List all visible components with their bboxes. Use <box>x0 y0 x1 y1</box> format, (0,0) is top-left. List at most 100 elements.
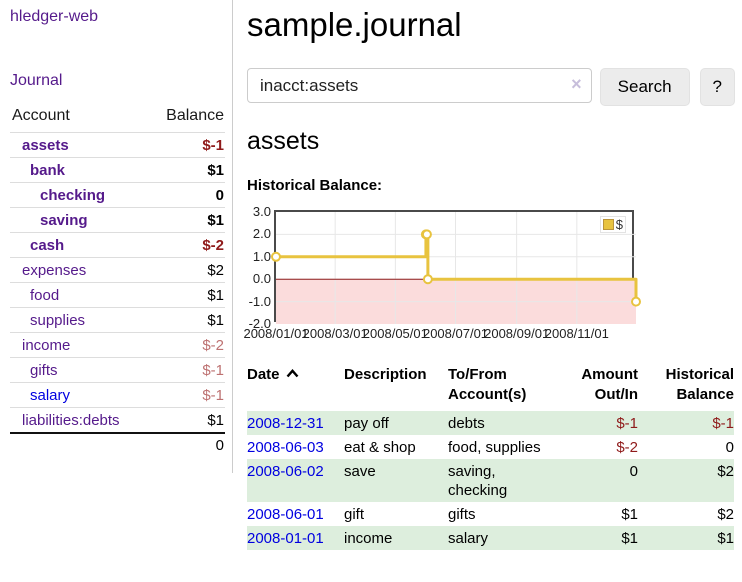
search-form: × Search ? <box>247 68 735 106</box>
account-row: checking 0 <box>10 182 225 208</box>
sidebar-account-link-supplies[interactable]: supplies <box>30 312 86 329</box>
app-title-link[interactable]: hledger-web <box>10 8 99 25</box>
sort-ascending-icon <box>286 368 298 378</box>
sidebar-account-link-assets[interactable]: assets <box>22 137 69 154</box>
account-balance: $-1 <box>148 132 225 158</box>
transaction-date-link[interactable]: 2008-06-01 <box>247 506 324 523</box>
transaction-date-link[interactable]: 2008-06-02 <box>247 463 324 480</box>
chart-y-tick-label: -2.0 <box>248 316 271 331</box>
account-heading: assets <box>247 127 320 155</box>
sidebar-account-link-expenses[interactable]: expenses <box>22 262 87 279</box>
sidebar-account-link-bank[interactable]: bank <box>30 162 66 179</box>
register-header-row: Date Description To/From Account(s) Amou… <box>247 365 734 411</box>
account-row: gifts $-1 <box>10 357 225 383</box>
historical-balance-chart: 3.0 2.0 1.0 0.0 -1.0 -2.0 $ 2008/01/01 2008/03… <box>243 203 735 343</box>
transaction-balance: 0 <box>725 439 734 456</box>
help-button[interactable]: ? <box>699 68 735 106</box>
sidebar: hledger-web Journal Account Balance asse… <box>0 0 233 473</box>
transaction-accounts: saving, checking <box>448 463 508 499</box>
main-content: sample.journal × Search ? assets Histori… <box>233 0 742 550</box>
sidebar-account-link-cash[interactable]: cash <box>30 237 65 254</box>
clear-search-icon[interactable]: × <box>571 74 582 94</box>
account-row: liabilities:debts $1 <box>10 407 225 434</box>
chart-y-tick-label: 1.0 <box>252 248 271 264</box>
chart-x-tick-label: 2008/07/01 <box>422 326 489 341</box>
transaction-balance: $2 <box>717 463 734 480</box>
sidebar-account-link-salary[interactable]: salary <box>30 387 71 404</box>
sidebar-account-link-saving[interactable]: saving <box>40 212 88 229</box>
accounts-col-balance: Balance <box>148 107 225 133</box>
account-balance: $1 <box>148 307 225 333</box>
account-balance: $-2 <box>148 232 225 258</box>
chart-y-tick-label: 3.0 <box>252 204 271 219</box>
accounts-total-row: 0 <box>10 432 225 457</box>
transaction-balance: $1 <box>717 530 734 547</box>
transaction-accounts: salary <box>448 530 489 547</box>
register-row: 2008-06-02 save saving, checking 0 $2 <box>247 459 734 502</box>
chart-x-tick-label: 2008/09/01 <box>484 326 550 341</box>
register-row: 2008-12-31 pay off debts $-1 $-1 <box>247 411 734 435</box>
accounts-total-value: 0 <box>148 432 225 457</box>
accounts-table: Account Balance assets $-1 bank $1 checking 0… <box>10 107 225 457</box>
account-row: assets $-1 <box>10 132 225 158</box>
sidebar-account-link-gifts[interactable]: gifts <box>30 362 58 379</box>
account-balance: $1 <box>148 207 225 233</box>
chart-y-tick-label: 2.0 <box>252 226 271 242</box>
register-row: 2008-06-01 gift gifts $1 $2 <box>247 502 734 526</box>
transaction-date-link[interactable]: 2008-01-01 <box>247 530 324 547</box>
sidebar-account-link-checking[interactable]: checking <box>40 187 106 204</box>
transaction-date-link[interactable]: 2008-12-31 <box>247 415 324 432</box>
chart-y-tick-label: -1.0 <box>248 293 271 309</box>
sidebar-account-link-food[interactable]: food <box>30 287 60 304</box>
accounts-col-account: Account <box>10 107 149 133</box>
chart-x-tick-label: 2008/01/01 <box>243 326 309 341</box>
sidebar-item-journal[interactable]: Journal <box>10 72 63 89</box>
account-row: expenses $2 <box>10 257 225 283</box>
legend-swatch <box>602 219 614 230</box>
register-col-date[interactable]: Date <box>247 365 344 411</box>
chart-plot: $ <box>271 210 641 324</box>
transaction-amount: $1 <box>621 530 638 547</box>
account-balance: $1 <box>148 407 225 434</box>
account-row: salary $-1 <box>10 382 225 408</box>
account-row: supplies $1 <box>10 307 225 333</box>
register-col-accounts: To/From Account(s) <box>448 366 527 403</box>
account-balance: $-2 <box>148 332 225 358</box>
transaction-description: save <box>344 463 376 480</box>
accounts-table-body: assets $-1 bank $1 checking 0 saving $1 cash $-2 e… <box>10 132 225 434</box>
register-col-description: Description <box>344 366 427 383</box>
account-row: food $1 <box>10 282 225 308</box>
sidebar-account-link-income[interactable]: income <box>22 337 71 354</box>
transaction-accounts: gifts <box>448 506 476 523</box>
chart-x-tick-label: 2008/11/01 <box>544 326 609 341</box>
chart-legend: $ <box>599 216 626 233</box>
search-input[interactable] <box>247 68 592 103</box>
app: hledger-web Journal Account Balance asse… <box>0 0 742 550</box>
account-row: saving $1 <box>10 207 225 233</box>
chart-heading: Historical Balance: <box>247 177 383 194</box>
sidebar-account-link-liabilities-debts[interactable]: liabilities:debts <box>22 412 120 429</box>
legend-label: $ <box>615 217 623 232</box>
transaction-balance: $-1 <box>712 415 734 432</box>
transaction-amount: $1 <box>621 506 638 523</box>
transaction-description: income <box>344 530 393 547</box>
account-row: income $-2 <box>10 332 225 358</box>
transaction-accounts: food, supplies <box>448 439 541 456</box>
account-balance: $-1 <box>148 382 225 408</box>
register-row: 2008-01-01 income salary $1 $1 <box>247 526 734 550</box>
account-balance: 0 <box>148 182 225 208</box>
transaction-description: eat & shop <box>344 439 416 456</box>
search-button[interactable]: Search <box>599 68 690 106</box>
transaction-date-link[interactable]: 2008-06-03 <box>247 439 324 456</box>
transaction-accounts: debts <box>448 415 485 432</box>
search-input-wrap: × <box>247 68 592 103</box>
chart-x-tick-label: 2008/03/01 <box>302 326 368 341</box>
transaction-description: pay off <box>344 415 389 432</box>
account-row: bank $1 <box>10 157 225 183</box>
account-balance: $2 <box>148 257 225 283</box>
account-balance: $1 <box>148 282 225 308</box>
account-balance: $1 <box>148 157 225 183</box>
register-row: 2008-06-03 eat & shop food, supplies $-2 0 <box>247 435 734 459</box>
register-col-balance: Historical Balance <box>665 366 734 403</box>
transaction-amount: 0 <box>629 463 638 480</box>
